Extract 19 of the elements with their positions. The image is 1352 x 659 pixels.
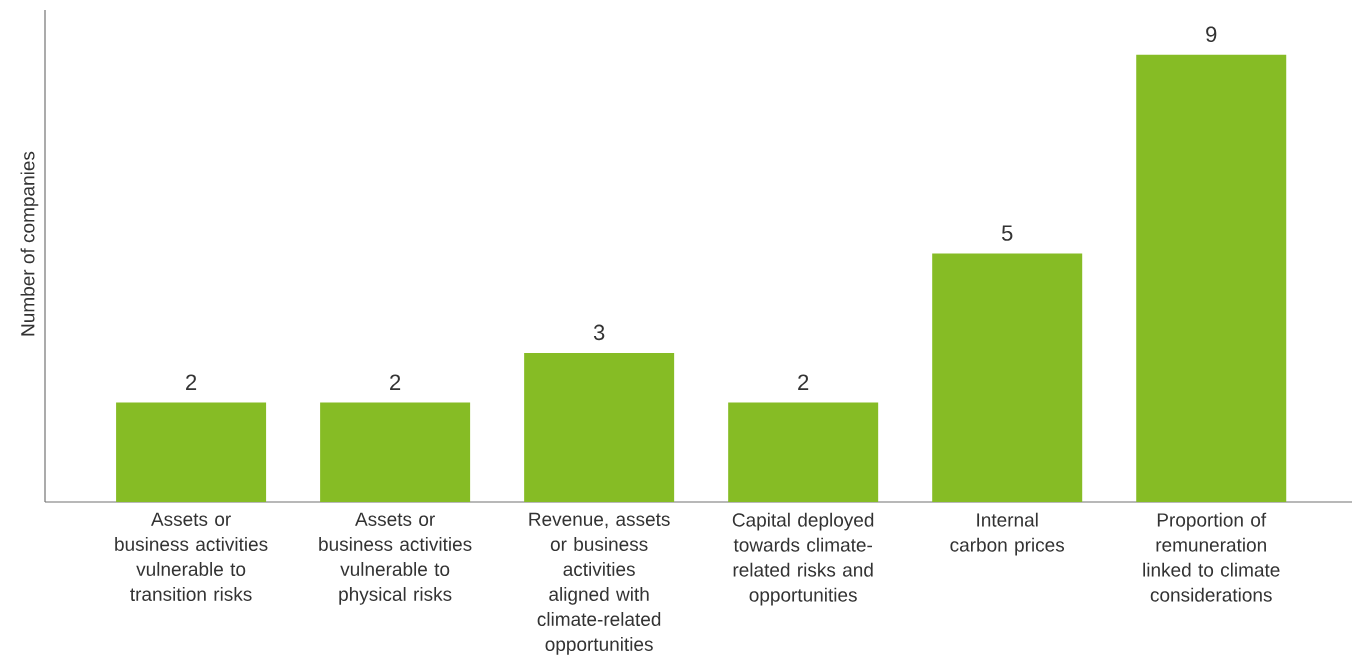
x-tick-label: Assets or business activities vulnerable to physical risks	[319, 512, 472, 605]
bar	[932, 253, 1083, 502]
x-tick-label: Internal carbon prices	[950, 512, 1065, 556]
data-label: 5	[1001, 225, 1013, 241]
bar	[116, 402, 267, 502]
bar	[728, 402, 879, 502]
data-label: 2	[390, 374, 401, 390]
data-label: 9	[1206, 26, 1217, 43]
y-axis-title: Number of companies	[20, 151, 39, 336]
x-tick-label: Assets or business activities vulnerable to transition risks	[115, 512, 268, 601]
x-tick-label: Capital deployed towards climate-related risks and opportunities	[732, 512, 874, 606]
x-tick-label: Revenue, assets or business activities aligned with climate-related opportunities	[529, 512, 670, 655]
bar	[320, 402, 471, 502]
data-label: 2	[186, 374, 197, 390]
data-label: 2	[798, 374, 809, 390]
bar	[1136, 54, 1287, 502]
x-tick-label: Proportion of remuneration linked to climate considerations	[1143, 512, 1280, 602]
data-label: 3	[593, 324, 605, 341]
bar	[524, 352, 675, 502]
